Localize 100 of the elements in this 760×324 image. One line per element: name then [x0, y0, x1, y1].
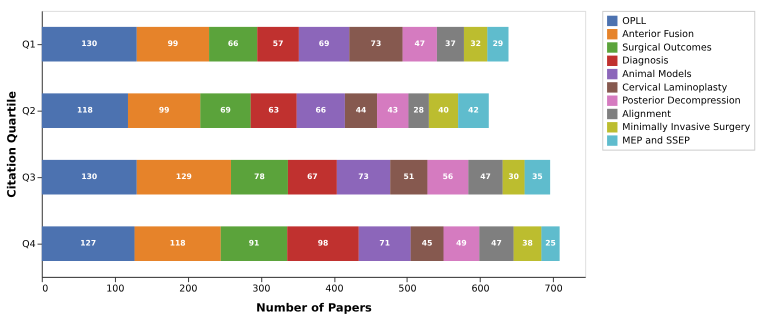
data-label: 99	[168, 39, 178, 48]
data-label: 130	[81, 39, 98, 48]
y-tick-label: Q2	[22, 106, 36, 117]
bar	[436, 26, 464, 62]
x-tick-label: 500	[398, 284, 417, 295]
legend-label: Animal Models	[622, 68, 692, 80]
bar	[464, 26, 488, 62]
data-label: 118	[170, 238, 186, 248]
legend-label: OPLL	[622, 16, 647, 27]
data-label: 32	[470, 39, 481, 48]
legend-label: Minimally Invasive Surgery	[622, 122, 751, 134]
data-label: 98	[318, 238, 328, 248]
bar	[377, 93, 408, 128]
bar	[502, 160, 525, 194]
data-label: 45	[422, 238, 432, 248]
legend-label: Diagnosis	[622, 56, 668, 67]
bar	[298, 26, 350, 62]
data-label: 47	[414, 39, 426, 48]
bar	[220, 226, 288, 261]
data-label: 30	[508, 172, 519, 182]
data-label: 28	[413, 106, 424, 115]
bar	[296, 93, 345, 128]
bar	[408, 93, 429, 128]
bar	[427, 160, 468, 194]
bar	[42, 226, 135, 261]
bar	[444, 226, 480, 261]
bar	[336, 160, 390, 194]
bar	[287, 226, 359, 261]
bar	[541, 226, 560, 261]
legend-label: MEP and SSEP	[622, 135, 690, 146]
data-label: 99	[158, 106, 170, 115]
data-label: 71	[379, 238, 390, 248]
bar	[479, 226, 514, 261]
data-label: 127	[80, 238, 96, 248]
bar	[128, 93, 200, 128]
x-tick-label: 300	[252, 284, 270, 295]
data-label: 29	[492, 39, 504, 48]
bar	[136, 26, 210, 62]
data-label: 129	[176, 172, 192, 182]
data-label: 25	[545, 238, 556, 248]
x-tick-label: 400	[325, 284, 344, 295]
data-label: 35	[532, 172, 543, 182]
data-label: 91	[248, 238, 260, 248]
x-axis-title: Number of Papers	[256, 300, 372, 315]
x-tick-label: 600	[471, 284, 490, 295]
data-label: 66	[228, 39, 238, 48]
bar	[358, 226, 411, 261]
bar	[42, 160, 137, 194]
legend-label: Posterior Decompression	[622, 96, 741, 107]
data-label: 43	[387, 106, 398, 115]
bar	[428, 93, 458, 128]
data-label: 67	[307, 172, 318, 182]
bar	[468, 160, 503, 194]
data-label: 66	[316, 106, 326, 115]
bar	[487, 26, 509, 62]
legend-label: Anterior Fusion	[622, 29, 694, 40]
bar	[230, 160, 288, 194]
data-label: 44	[356, 106, 366, 115]
data-label: 63	[268, 106, 279, 115]
bar	[402, 26, 437, 62]
data-label: 49	[456, 238, 467, 248]
legend-label: Alignment	[622, 108, 672, 120]
bar	[134, 226, 221, 261]
legend-label: Surgical Outcomes	[622, 42, 712, 54]
data-label: 118	[76, 106, 93, 115]
data-label: 73	[358, 172, 369, 182]
data-label: 130	[81, 172, 98, 182]
bar	[136, 160, 231, 194]
bar	[458, 93, 489, 128]
x-tick-label: 700	[544, 284, 563, 295]
data-label: 73	[370, 39, 382, 48]
data-label: 37	[445, 39, 456, 48]
legend-label: Cervical Laminoplasty	[622, 82, 728, 94]
bar	[209, 26, 258, 62]
bar	[390, 160, 428, 194]
x-tick-label: 0	[42, 284, 48, 295]
data-label: 57	[272, 39, 284, 48]
bar	[514, 226, 542, 261]
bar	[200, 93, 251, 128]
bar	[257, 26, 299, 62]
data-label: 69	[318, 39, 330, 48]
data-label: 56	[442, 172, 454, 182]
data-label: 47	[480, 172, 491, 182]
data-label: 78	[254, 172, 265, 182]
bar	[288, 160, 337, 194]
y-tick-label: Q4	[22, 239, 36, 250]
y-tick-label: Q1	[22, 40, 36, 50]
bar	[410, 226, 444, 261]
data-label: 51	[404, 172, 414, 182]
data-label: 47	[491, 238, 502, 248]
x-tick-label: 100	[106, 284, 124, 295]
bar	[524, 160, 550, 194]
data-label: 40	[438, 106, 449, 115]
x-tick-label: 200	[179, 284, 198, 295]
y-tick-label: Q3	[22, 172, 36, 184]
bar	[250, 93, 297, 128]
bar	[344, 93, 378, 128]
y-axis-title: Citation Quartile	[4, 90, 18, 198]
data-label: 38	[522, 238, 533, 248]
bar	[349, 26, 403, 62]
